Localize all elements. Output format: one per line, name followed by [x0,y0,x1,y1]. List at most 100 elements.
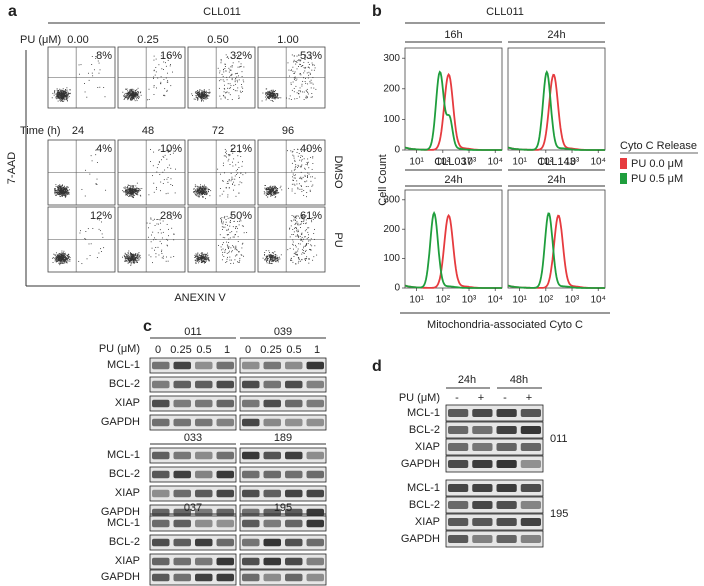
dot [301,172,302,173]
dot [224,237,225,238]
dot [235,73,236,74]
dot [97,179,98,180]
dot [207,92,208,93]
dot [218,245,219,246]
dot [136,260,137,261]
dot [204,254,205,255]
dot [195,99,196,100]
dot [159,174,160,175]
dot [202,92,203,93]
dot [58,258,59,259]
dot [305,97,306,98]
dot [229,251,230,252]
dot [135,255,136,256]
dot [130,95,131,96]
dot [292,54,293,55]
dot [67,92,68,93]
dot [134,195,135,196]
dot [270,256,271,257]
dot [280,187,281,188]
dot [138,91,139,92]
dot [262,93,263,94]
dot [237,228,238,229]
dot [205,257,206,258]
dot [66,98,67,99]
dot [68,187,69,188]
dot [154,56,155,57]
dot [201,187,202,188]
dot [266,189,267,190]
dot [301,155,302,156]
dot [236,196,237,197]
dot [66,258,67,259]
dot [197,260,198,261]
dot [126,189,127,190]
dot [275,192,276,193]
dot [306,164,307,165]
dot [165,62,166,63]
dot [289,98,290,99]
blot-band [242,381,260,389]
dot [55,255,56,256]
dot [267,194,268,195]
dot [291,82,292,83]
dot [301,254,302,255]
dot [267,187,268,188]
dot [298,263,299,264]
dot [276,187,277,188]
dot [312,77,313,78]
dot [89,80,90,81]
dot [97,162,98,163]
dot [294,231,295,232]
dot [64,263,65,264]
dot [130,254,131,255]
dot [315,89,316,90]
dot [126,254,127,255]
dot [294,228,295,229]
dot [129,260,130,261]
percent-label: 28% [160,210,182,222]
dot [60,253,61,254]
dot [303,77,304,78]
dot [59,186,60,187]
dot [153,220,154,221]
dot [232,79,233,80]
dot [204,191,205,192]
dot [66,257,67,258]
dot [233,89,234,90]
dot [267,256,268,257]
dot [67,260,68,261]
dot [217,169,218,170]
dot [135,185,136,186]
dot [140,255,141,256]
dot [271,100,272,101]
dot [227,56,228,57]
dot [135,258,136,259]
dot [55,261,56,262]
dot [148,237,149,238]
dot [81,189,82,190]
dot [60,256,61,257]
protein-label: XIAP [115,397,140,409]
sample-label: 011 [184,326,202,338]
blot-band [285,419,303,427]
row-label: PU (μM) [99,343,140,355]
dot [130,262,131,263]
panel-label: b [372,3,382,20]
dot [205,187,206,188]
dot [221,98,222,99]
dot [197,186,198,187]
dot [162,257,163,258]
dot [138,260,139,261]
dot [207,189,208,190]
dot [308,241,309,242]
protein-label: GAPDH [101,416,140,428]
blot-band [195,558,213,566]
dot [299,160,300,161]
dot [140,92,141,93]
dot [235,81,236,82]
dot [222,259,223,260]
dot [140,92,141,93]
dot [295,166,296,167]
dot [270,92,271,93]
